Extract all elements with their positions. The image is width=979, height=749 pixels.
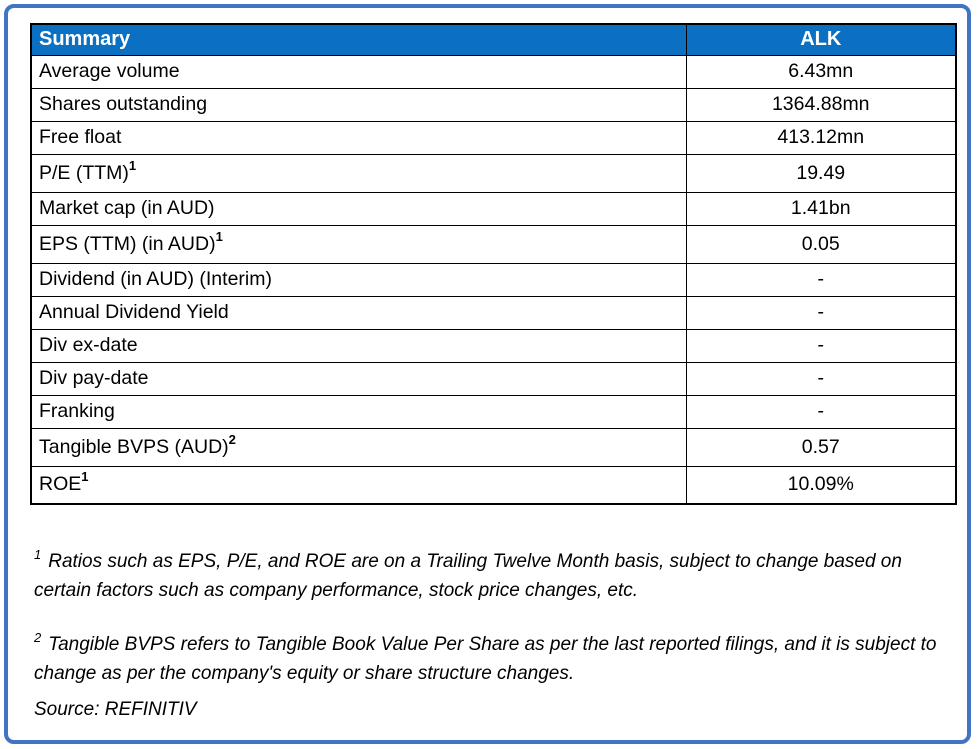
row-label-text: Tangible BVPS (AUD): [39, 435, 229, 458]
row-value: 413.12mn: [685, 120, 957, 155]
row-value: -: [685, 361, 957, 396]
header-cell-summary: Summary: [30, 23, 687, 56]
row-value: -: [685, 262, 957, 297]
row-label-text: Market cap (in AUD): [39, 197, 215, 219]
row-label: Average volume: [30, 54, 687, 89]
row-label-superscript: 1: [128, 157, 137, 173]
row-label: EPS (TTM) (in AUD)1: [30, 224, 687, 264]
row-label-text: P/E (TTM): [39, 161, 129, 184]
table-row: Shares outstanding 1364.88mn: [30, 87, 957, 122]
header-cell-ticker: ALK: [685, 23, 957, 56]
footnote-2-marker: 2: [34, 630, 42, 645]
row-label-text: Annual Dividend Yield: [39, 301, 229, 323]
row-value: 0.05: [685, 224, 957, 264]
row-label: Franking: [30, 394, 687, 429]
table-row: Dividend (in AUD) (Interim) -: [30, 262, 957, 297]
row-label-text: Shares outstanding: [39, 93, 208, 115]
footnotes-section: 1 Ratios such as EPS, P/E, and ROE are on…: [34, 547, 943, 724]
table-header-row: Summary ALK: [30, 23, 957, 56]
footnote-2-text: Tangible BVPS refers to Tangible Book Va…: [34, 634, 937, 684]
row-label-text: Div ex-date: [39, 334, 138, 356]
table-row: Annual Dividend Yield -: [30, 295, 957, 330]
source-line: Source: REFINITIV: [34, 699, 197, 720]
footnote-1-text: Ratios such as EPS, P/E, and ROE are on …: [34, 551, 902, 601]
row-label-superscript: 1: [215, 228, 223, 244]
row-label: P/E (TTM)1: [30, 153, 687, 193]
row-label: Free float: [30, 120, 687, 155]
row-label: Dividend (in AUD) (Interim): [30, 262, 687, 297]
footnote-1: 1 Ratios such as EPS, P/E, and ROE are on…: [34, 547, 943, 605]
row-value: 0.57: [685, 427, 957, 467]
footnote-1-marker: 1: [34, 547, 42, 562]
row-label: Div ex-date: [30, 328, 687, 363]
row-value: -: [685, 328, 957, 363]
row-label: Tangible BVPS (AUD)2: [30, 427, 687, 467]
table-row: ROE1 10.09%: [30, 465, 957, 505]
table-row: Market cap (in AUD) 1.41bn: [30, 191, 957, 226]
row-label-text: ROE: [39, 473, 82, 496]
row-label: Market cap (in AUD): [30, 191, 687, 226]
row-label-text: Free float: [39, 126, 122, 148]
row-value: -: [685, 394, 957, 429]
row-label-text: Div pay-date: [39, 367, 149, 389]
row-label: Shares outstanding: [30, 87, 687, 122]
footnote-2: 2 Tangible BVPS refers to Tangible Book V…: [34, 630, 943, 688]
row-label-text: Franking: [39, 400, 115, 422]
table-row: Div pay-date -: [30, 361, 957, 396]
row-value: 6.43mn: [685, 54, 957, 89]
table-row: Div ex-date -: [30, 328, 957, 363]
table-row: Average volume 6.43mn: [30, 54, 957, 89]
table-row: Tangible BVPS (AUD)2 0.57: [30, 427, 957, 467]
rounded-frame: Summary ALK Average volume 6.43mn Shares…: [4, 4, 971, 744]
table-row: P/E (TTM)1 19.49: [30, 153, 957, 193]
row-label: Div pay-date: [30, 361, 687, 396]
row-label-text: EPS (TTM) (in AUD): [39, 232, 216, 255]
row-value: 10.09%: [685, 465, 957, 505]
row-value: 1.41bn: [685, 191, 957, 226]
row-value: 1364.88mn: [685, 87, 957, 122]
row-label: Annual Dividend Yield: [30, 295, 687, 330]
table-row: Free float 413.12mn: [30, 120, 957, 155]
row-label-superscript: 1: [81, 469, 89, 485]
row-value: 19.49: [685, 153, 957, 193]
row-label-text: Dividend (in AUD) (Interim): [39, 268, 272, 290]
row-label-superscript: 2: [228, 431, 236, 447]
table-row: EPS (TTM) (in AUD)1 0.05: [30, 224, 957, 264]
summary-table-container: Summary ALK Average volume 6.43mn Shares…: [30, 23, 967, 505]
summary-table: Summary ALK Average volume 6.43mn Shares…: [30, 23, 957, 505]
row-value: -: [685, 295, 957, 330]
row-label: ROE1: [30, 465, 687, 505]
row-label-text: Average volume: [39, 60, 180, 82]
table-row: Franking -: [30, 394, 957, 429]
